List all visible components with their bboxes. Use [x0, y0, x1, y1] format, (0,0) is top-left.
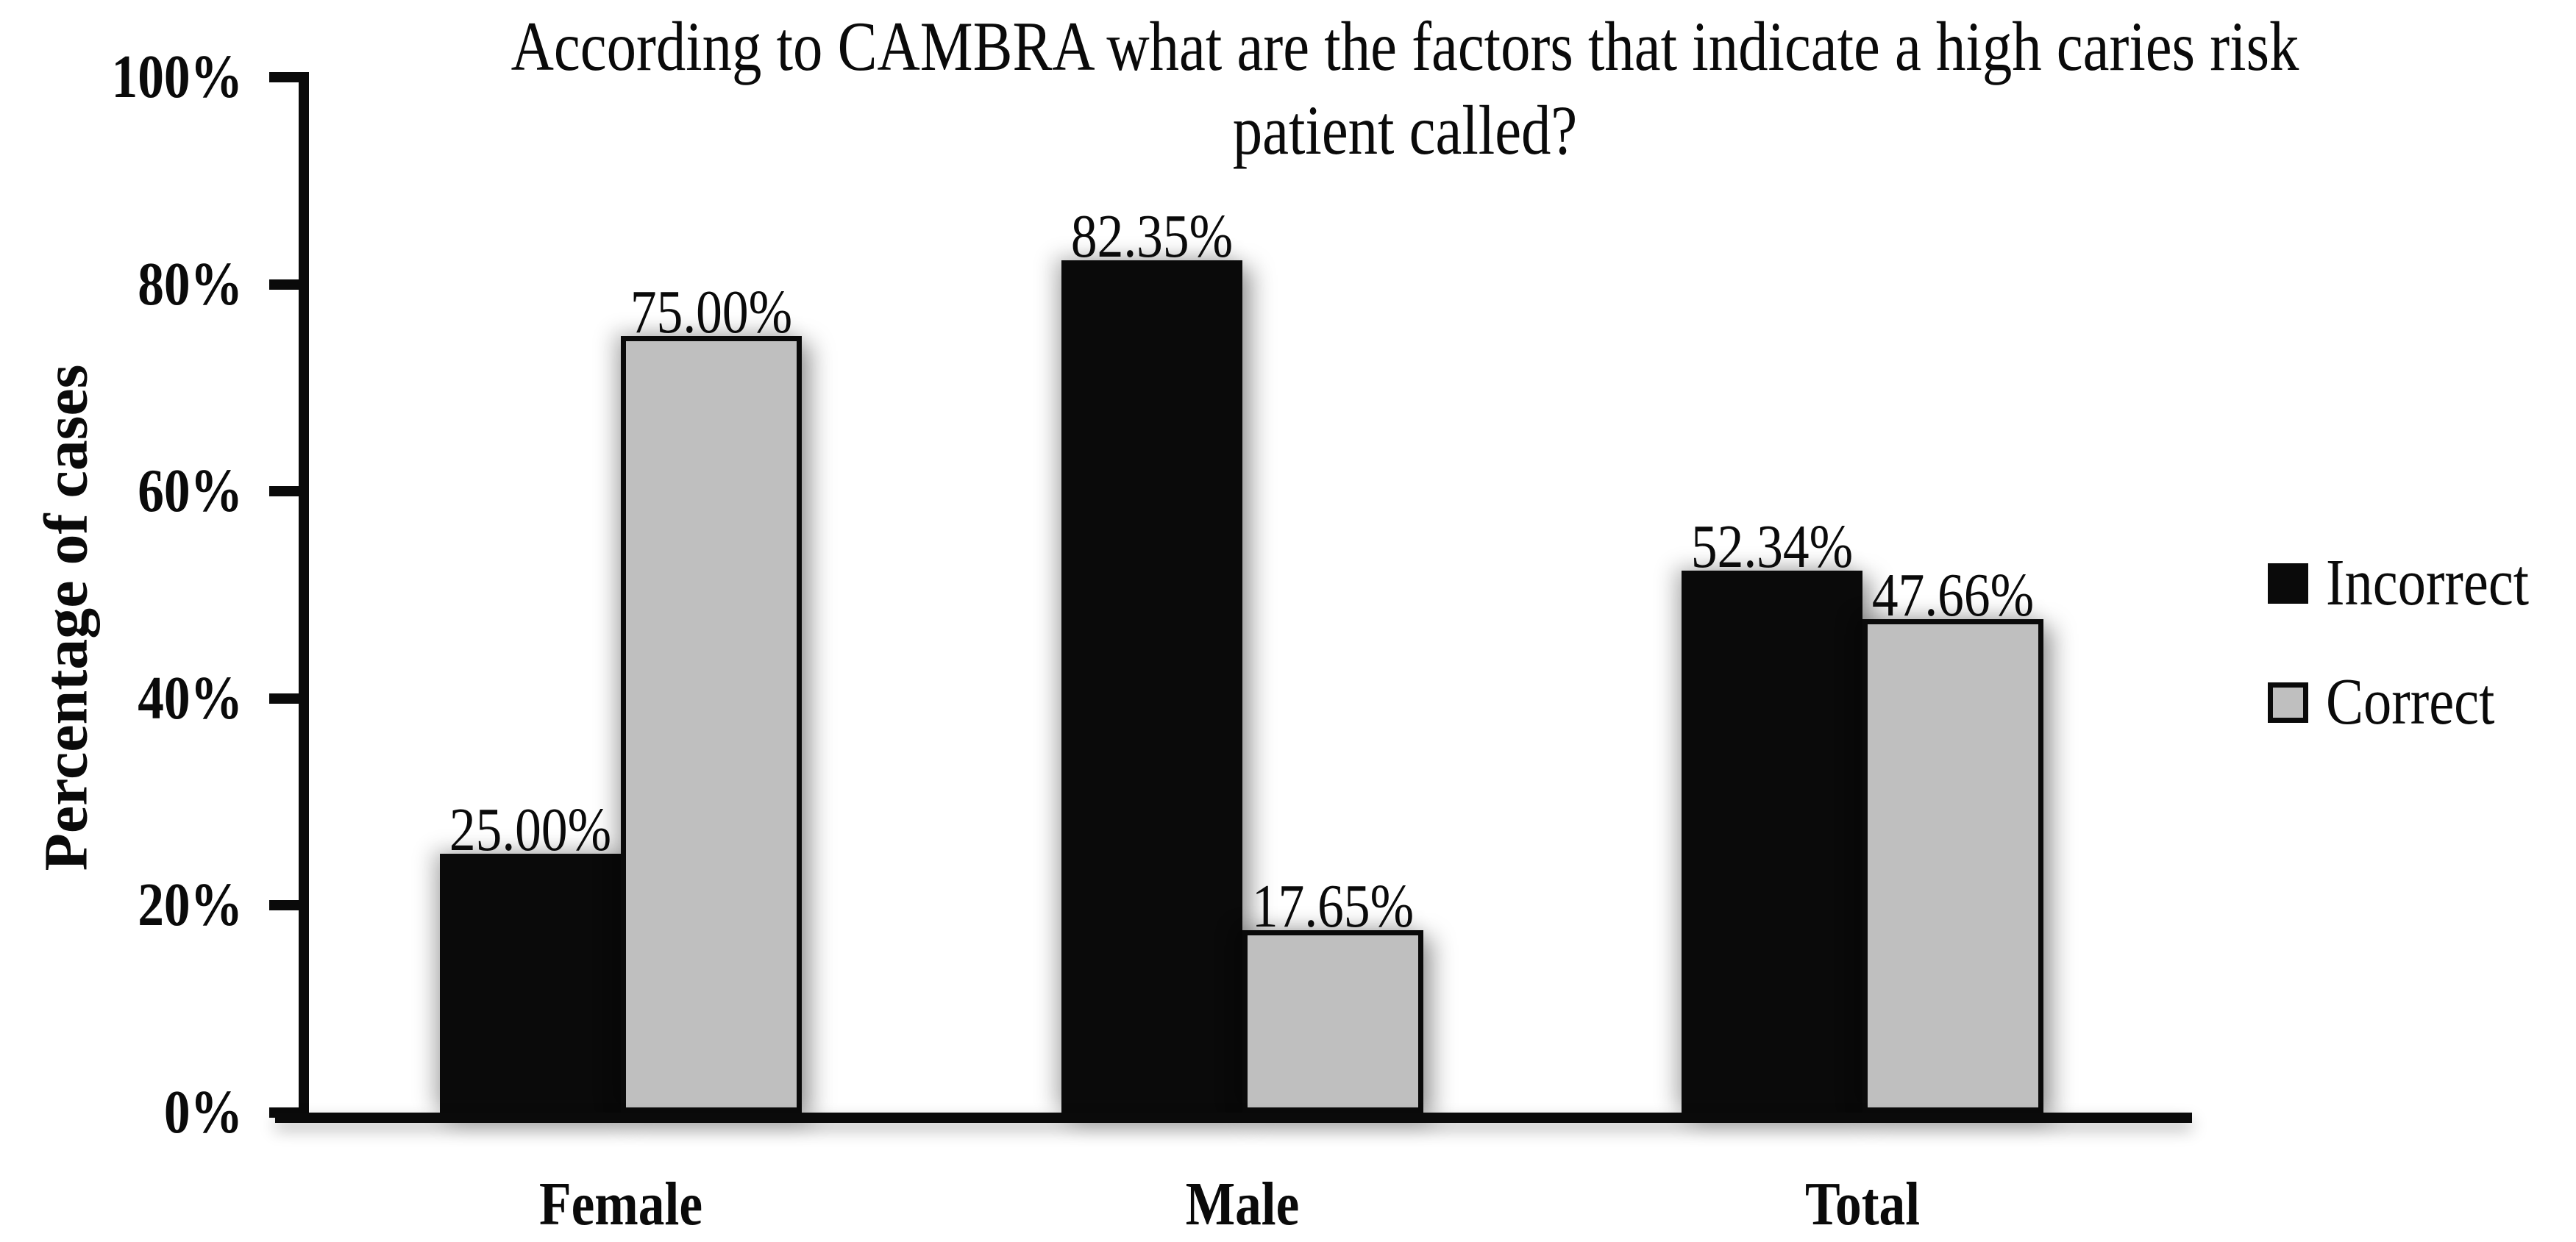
bar-incorrect-male	[1061, 260, 1242, 1113]
y-axis-tick-label-100: 100%	[0, 46, 243, 108]
x-axis-line	[275, 1113, 2192, 1123]
bar-correct-female	[621, 336, 803, 1113]
chart-title-line-1: According to CAMBRA what are the factors…	[510, 7, 2299, 85]
legend-label-correct: Correct	[2326, 665, 2495, 738]
legend: Incorrect Correct	[2268, 543, 2565, 743]
y-axis-tick-label-20: 20%	[0, 874, 243, 936]
bar-correct-total	[1862, 618, 2043, 1113]
category-labels: Female Male Total	[304, 1169, 2192, 1242]
legend-label-incorrect: Incorrect	[2326, 546, 2530, 619]
legend-item-incorrect: Incorrect	[2268, 543, 2565, 624]
bar-value-label-incorrect-male: 82.35%	[1070, 201, 1233, 271]
category-label-total: Total	[1804, 1170, 1921, 1238]
y-axis-tick-label-text: 20%	[138, 871, 243, 940]
chart-title-line-2: patient called?	[1232, 91, 1578, 169]
bar-correct-male	[1242, 929, 1423, 1113]
bar-value-label-correct-male: 17.65%	[1251, 871, 1414, 941]
y-axis-tick-label-text: 60%	[138, 457, 243, 526]
y-axis-tick-label-60: 60%	[0, 460, 243, 522]
legend-swatch-incorrect-icon	[2268, 563, 2308, 604]
bar-value-label-incorrect-female: 25.00%	[449, 796, 612, 864]
chart-title: According to CAMBRA what are the factors…	[280, 4, 2530, 172]
category-label-male: Male	[1185, 1170, 1300, 1238]
y-axis-tick-label-text: 80%	[138, 249, 243, 318]
y-axis-tick-labels: 0% 20% 40% 60% 80% 100%	[0, 46, 243, 1143]
bar-incorrect-total	[1682, 571, 1863, 1113]
y-axis-tick-label-text: 100%	[111, 43, 243, 111]
legend-swatch-correct-icon	[2268, 682, 2308, 723]
y-axis-tick-label-0: 0%	[0, 1082, 243, 1143]
category-label-female: Female	[539, 1170, 703, 1238]
y-axis-tick-label-80: 80%	[0, 249, 243, 318]
legend-item-correct: Correct	[2268, 662, 2565, 743]
y-axis-tick-label-text: 40%	[138, 663, 243, 732]
y-axis-line	[299, 77, 309, 1123]
bar-value-label-correct-total: 47.66%	[1871, 560, 2035, 629]
y-axis-tick-label-40: 40%	[0, 663, 243, 732]
bar-value-label-incorrect-total: 52.34%	[1691, 513, 1854, 582]
bar-incorrect-female	[440, 854, 622, 1113]
bar-value-label-correct-female: 75.00%	[630, 278, 793, 346]
plot-area: 25.00% 75.00% 82.35% 17.65% 52.34% 47.66%	[304, 77, 2192, 1113]
y-axis-tick-label-text: 0%	[163, 1078, 243, 1146]
